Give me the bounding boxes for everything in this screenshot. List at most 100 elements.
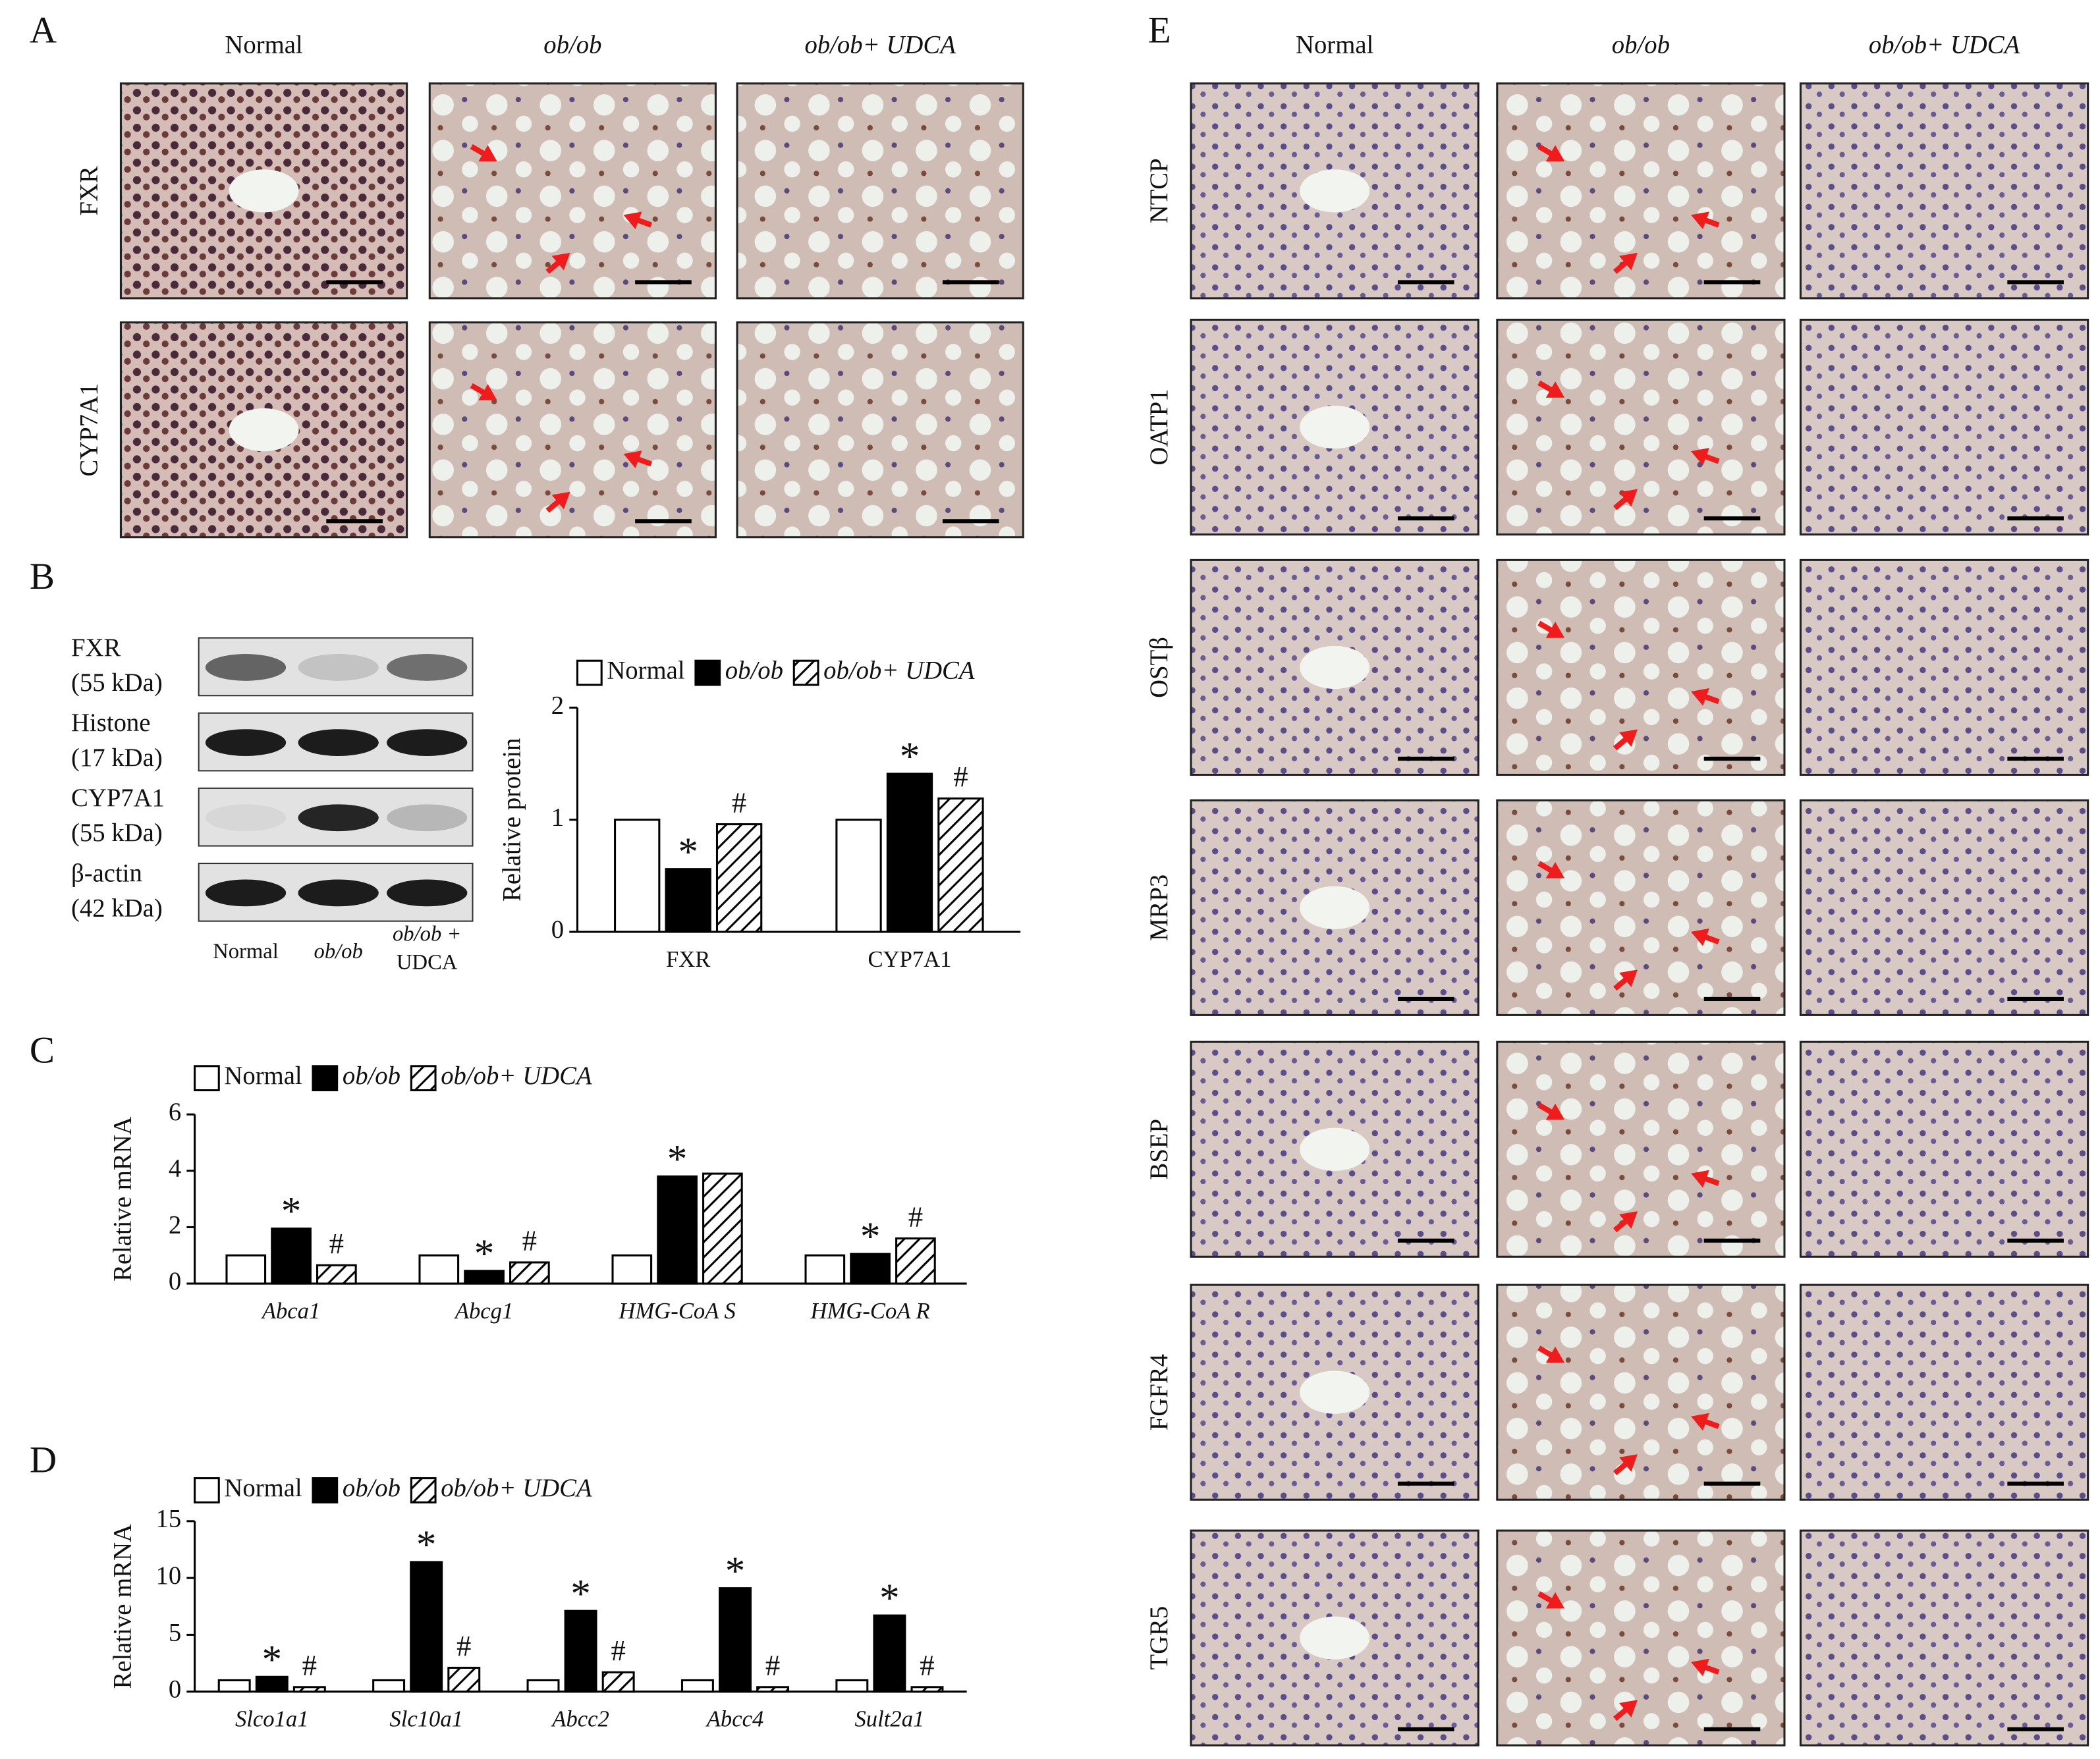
lane-label: ob/ob +: [393, 923, 461, 946]
column-header: Normal: [225, 31, 302, 59]
column-header: Normal: [1296, 31, 1373, 59]
bar: [255, 1675, 289, 1693]
row-label: TGR5: [1145, 1606, 1173, 1670]
significance-marker: *: [725, 1549, 746, 1593]
bar: [271, 1228, 312, 1285]
legend-label: Normal: [224, 1474, 302, 1502]
micrograph: [1496, 82, 1786, 300]
bar: [464, 1270, 505, 1285]
bar: [316, 1264, 357, 1285]
blot-band: [205, 729, 287, 756]
bar: [447, 1666, 481, 1693]
bar: [873, 1614, 906, 1693]
vessel: [1300, 1370, 1370, 1414]
bar: [418, 1254, 460, 1285]
significance-marker: #: [522, 1224, 537, 1257]
row-label: CYP7A1: [74, 383, 103, 477]
legend-label: ob/ob+ UDCA: [441, 1474, 592, 1502]
blot-band: [298, 879, 379, 907]
micrograph: [1496, 1041, 1786, 1258]
legend-label: Normal: [607, 656, 684, 684]
column-header: ob/ob+ UDCA: [1869, 31, 2020, 59]
blot-size: (55 kDa): [71, 668, 163, 697]
y-tick-label: 5: [169, 1618, 181, 1646]
arrow-head: [1545, 1592, 1565, 1609]
arrow-head: [551, 252, 570, 271]
bar: [611, 1254, 653, 1285]
arrow-head: [478, 384, 497, 400]
arrow-head: [623, 211, 642, 230]
x-tick-label: Abcc2: [551, 1707, 609, 1732]
panel-letter: A: [30, 9, 57, 51]
lane-label: ob/ob: [314, 940, 363, 963]
legend-swatch: [312, 1065, 339, 1092]
arrow: [623, 450, 653, 469]
arrow: [1613, 969, 1638, 991]
micrograph: [1799, 82, 2089, 300]
bar: [526, 1679, 560, 1693]
row-label: NTCP: [1145, 158, 1173, 223]
arrow-head: [1619, 729, 1638, 747]
blot-band: [298, 654, 379, 681]
arrow-head: [1545, 1346, 1565, 1363]
significance-marker: #: [611, 1634, 625, 1667]
blot-size: (42 kDa): [71, 894, 163, 922]
bar: [886, 772, 933, 933]
significance-marker: #: [920, 1649, 934, 1682]
bar: [850, 1253, 891, 1285]
significance-marker: #: [302, 1649, 317, 1682]
arrow: [470, 144, 497, 162]
micrograph: [1496, 1284, 1786, 1501]
significance-marker: *: [570, 1572, 591, 1616]
micrograph: [1799, 799, 2089, 1016]
legend-swatch: [694, 659, 721, 686]
arrow: [1537, 380, 1565, 398]
bar: [910, 1686, 944, 1693]
bar: [657, 1175, 698, 1285]
y-tick-label: 15: [155, 1505, 181, 1533]
legend-swatch: [194, 1065, 220, 1092]
significance-marker: #: [765, 1649, 780, 1682]
arrow-head: [1619, 1211, 1638, 1229]
arrow-head: [1619, 1700, 1638, 1718]
arrow-head: [1619, 252, 1638, 271]
arrow-head: [551, 491, 570, 510]
arrow: [545, 252, 570, 274]
legend-swatch: [576, 659, 603, 686]
micrograph: [1799, 1041, 2089, 1258]
arrow-head: [1545, 622, 1565, 638]
bar: [835, 819, 882, 933]
arrow: [1537, 620, 1565, 638]
bar: [665, 868, 711, 933]
blot-size: (17 kDa): [71, 744, 163, 772]
x-tick-label: Abcg1: [454, 1299, 514, 1324]
micrograph: [1799, 318, 2089, 536]
row-label: OATP1: [1145, 389, 1173, 465]
bar: [225, 1254, 267, 1285]
bar: [217, 1679, 251, 1693]
arrow-head: [478, 145, 497, 162]
arrow: [623, 211, 653, 230]
arrow-head: [1691, 211, 1709, 230]
arrow: [1691, 688, 1720, 706]
arrow: [1537, 144, 1565, 162]
row-label: FXR: [74, 166, 103, 215]
significance-marker: *: [281, 1189, 302, 1233]
significance-marker: *: [262, 1638, 282, 1682]
y-tick-label: 2: [551, 691, 564, 719]
arrow-head: [1691, 1413, 1709, 1431]
x-tick-label: HMG-CoA R: [810, 1299, 930, 1324]
x-tick-label: CYP7A1: [868, 947, 951, 972]
y-tick-label: 1: [551, 803, 564, 832]
arrow-head: [1691, 1170, 1709, 1188]
micrograph: [1496, 558, 1786, 776]
blot-band: [205, 879, 287, 907]
bar: [756, 1686, 790, 1693]
vessel: [1300, 1616, 1370, 1660]
panel-letter: D: [30, 1439, 57, 1480]
y-tick-label: 0: [169, 1267, 181, 1295]
micrograph: [428, 321, 717, 539]
blot-protein: CYP7A1: [71, 784, 165, 812]
arrow: [1537, 1102, 1565, 1120]
arrow: [470, 383, 497, 400]
